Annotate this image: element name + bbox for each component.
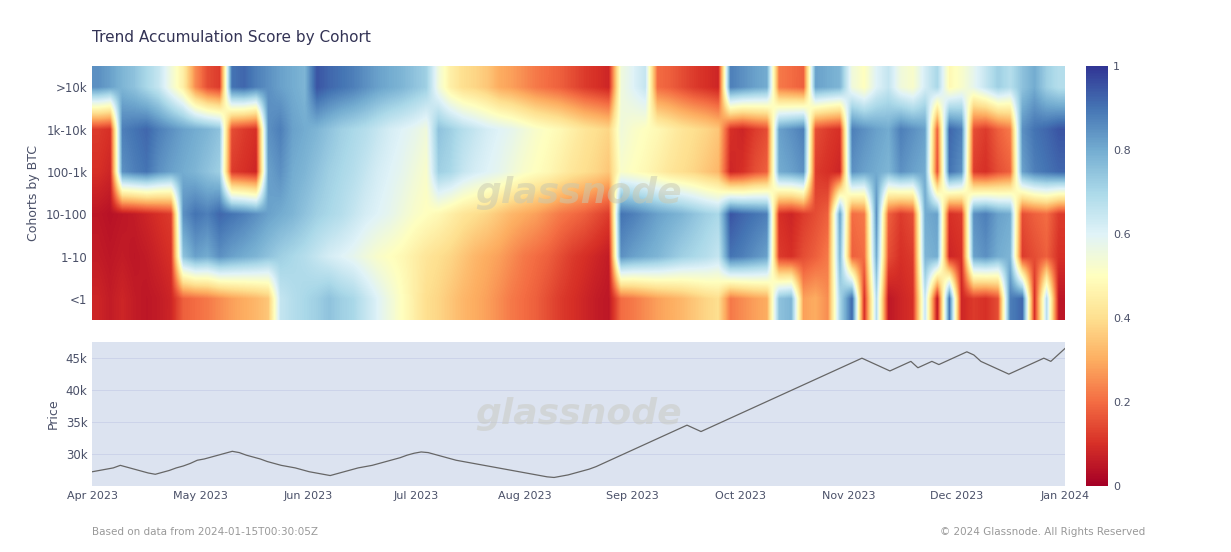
Y-axis label: Cohorts by BTC: Cohorts by BTC bbox=[27, 145, 41, 241]
Y-axis label: Price: Price bbox=[47, 399, 60, 429]
Text: © 2024 Glassnode. All Rights Reserved: © 2024 Glassnode. All Rights Reserved bbox=[939, 527, 1145, 537]
Text: Trend Accumulation Score by Cohort: Trend Accumulation Score by Cohort bbox=[92, 30, 372, 45]
Text: glassnode: glassnode bbox=[475, 176, 682, 210]
Text: Based on data from 2024-01-15T00:30:05Z: Based on data from 2024-01-15T00:30:05Z bbox=[92, 527, 319, 537]
Text: glassnode: glassnode bbox=[475, 397, 682, 431]
